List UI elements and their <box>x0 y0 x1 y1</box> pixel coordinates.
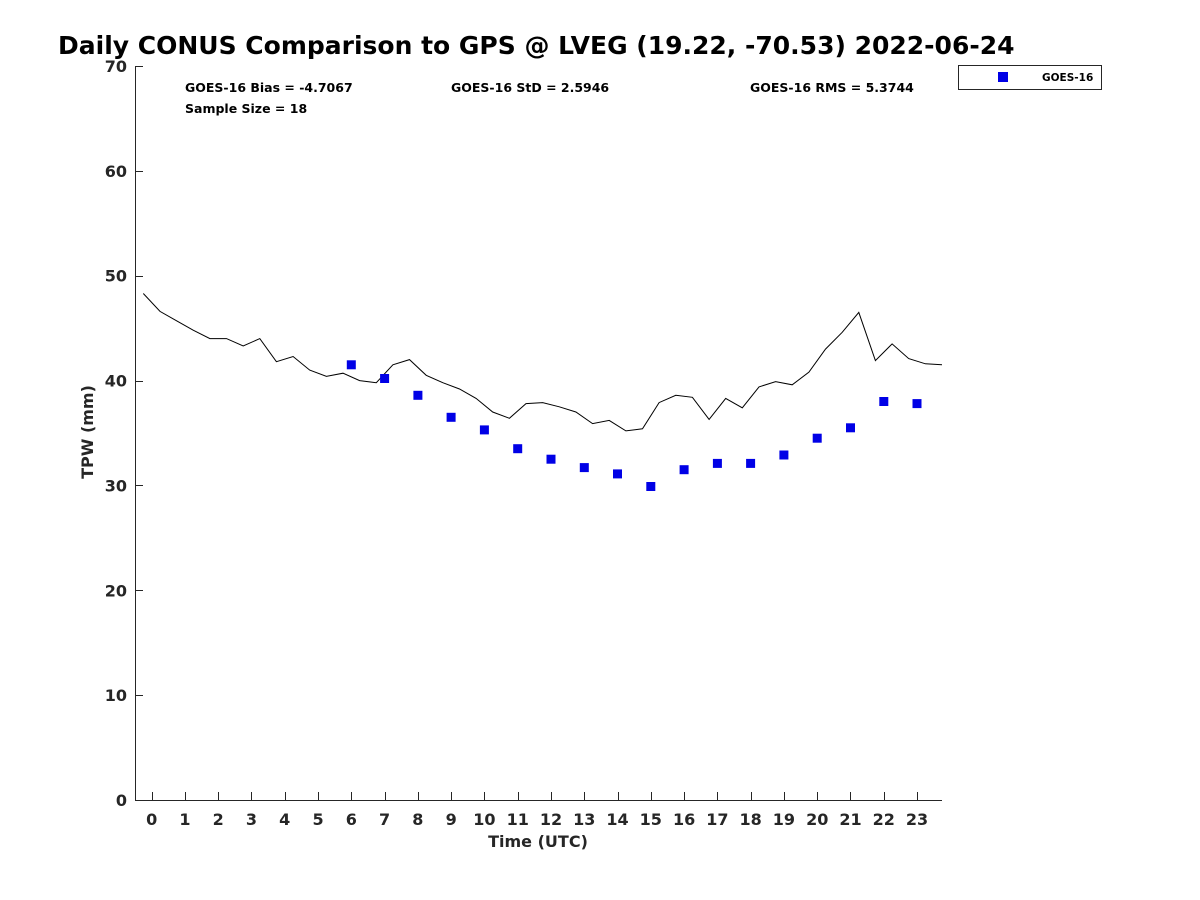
x-tick-label: 20 <box>806 810 828 829</box>
goes16-point <box>579 463 589 473</box>
x-tick-label: 12 <box>540 810 562 829</box>
goes16-point <box>646 482 656 491</box>
goes16-point <box>346 360 356 370</box>
y-tick-label: 50 <box>105 267 127 286</box>
x-tick-label: 3 <box>246 810 257 829</box>
goes16-point <box>712 458 722 468</box>
rms-stat: GOES-16 RMS = 5.3744 <box>750 80 914 95</box>
x-tick-label: 10 <box>473 810 495 829</box>
std-stat: GOES-16 StD = 2.5946 <box>451 80 609 95</box>
x-tick-label: 6 <box>346 810 357 829</box>
goes16-point <box>846 423 855 433</box>
axes <box>135 66 942 801</box>
x-tick-label: 23 <box>906 810 928 829</box>
goes16-point <box>912 399 922 409</box>
y-axis-label: TPW (mm) <box>78 385 97 479</box>
goes16-point <box>613 469 622 479</box>
legend: GOES-16 <box>958 65 1102 90</box>
x-tick-label: 16 <box>673 810 695 829</box>
x-tick-label: 11 <box>507 810 529 829</box>
x-tick-label: 19 <box>773 810 795 829</box>
goes16-point <box>380 374 390 383</box>
x-tick-label: 1 <box>179 810 190 829</box>
x-tick-label: 21 <box>839 810 861 829</box>
sample-size-stat: Sample Size = 18 <box>185 101 307 116</box>
x-tick-label: 17 <box>706 810 728 829</box>
x-tick-label: 0 <box>146 810 157 829</box>
y-tick-label: 40 <box>105 372 127 391</box>
x-tick-label: 4 <box>279 810 290 829</box>
x-tick-label: 5 <box>312 810 323 829</box>
goes16-point <box>812 433 822 443</box>
goes16-point <box>746 458 756 468</box>
x-tick-label: 18 <box>740 810 762 829</box>
goes16-point <box>779 450 789 460</box>
x-tick-label: 13 <box>573 810 595 829</box>
goes16-point <box>513 444 523 454</box>
plot-markers <box>346 360 922 491</box>
legend-label-goes16: GOES-16 <box>1042 72 1093 84</box>
chart-title: Daily CONUS Comparison to GPS @ LVEG (19… <box>58 31 1015 60</box>
y-tick-label: 30 <box>105 476 127 495</box>
gps-tpw-line <box>142 293 943 432</box>
stats-annotations: GOES-16 Bias = -4.7067 GOES-16 StD = 2.5… <box>185 80 914 116</box>
y-tick-label: 60 <box>105 162 127 181</box>
x-tick-label: 2 <box>213 810 224 829</box>
legend-marker-goes16 <box>998 72 1008 82</box>
goes16-point <box>879 397 889 406</box>
goes16-point <box>446 412 456 422</box>
y-tick-label: 70 <box>105 57 127 76</box>
y-tick-label: 20 <box>105 581 127 600</box>
y-ticks: 0 10 20 30 40 50 60 70 <box>105 57 143 810</box>
y-tick-label: 10 <box>105 686 127 705</box>
x-tick-label: 8 <box>412 810 423 829</box>
x-tick-label: 22 <box>873 810 895 829</box>
x-ticks: 0 1 2 3 4 5 6 7 8 9 10 11 12 13 14 15 16 17 18 19 20 21 22 23 <box>146 792 928 829</box>
y-tick-label: 0 <box>116 791 127 810</box>
plot-lines <box>142 293 943 432</box>
goes16-point <box>546 454 556 464</box>
x-axis-label: Time (UTC) <box>488 832 588 851</box>
x-tick-label: 14 <box>606 810 628 829</box>
goes16-point <box>479 425 489 435</box>
legend-box <box>958 65 1102 90</box>
x-tick-label: 15 <box>640 810 662 829</box>
goes16-point <box>413 390 423 400</box>
x-tick-label: 9 <box>446 810 457 829</box>
goes16-point <box>679 465 689 475</box>
bias-stat: GOES-16 Bias = -4.7067 <box>185 80 353 95</box>
x-tick-label: 7 <box>379 810 390 829</box>
